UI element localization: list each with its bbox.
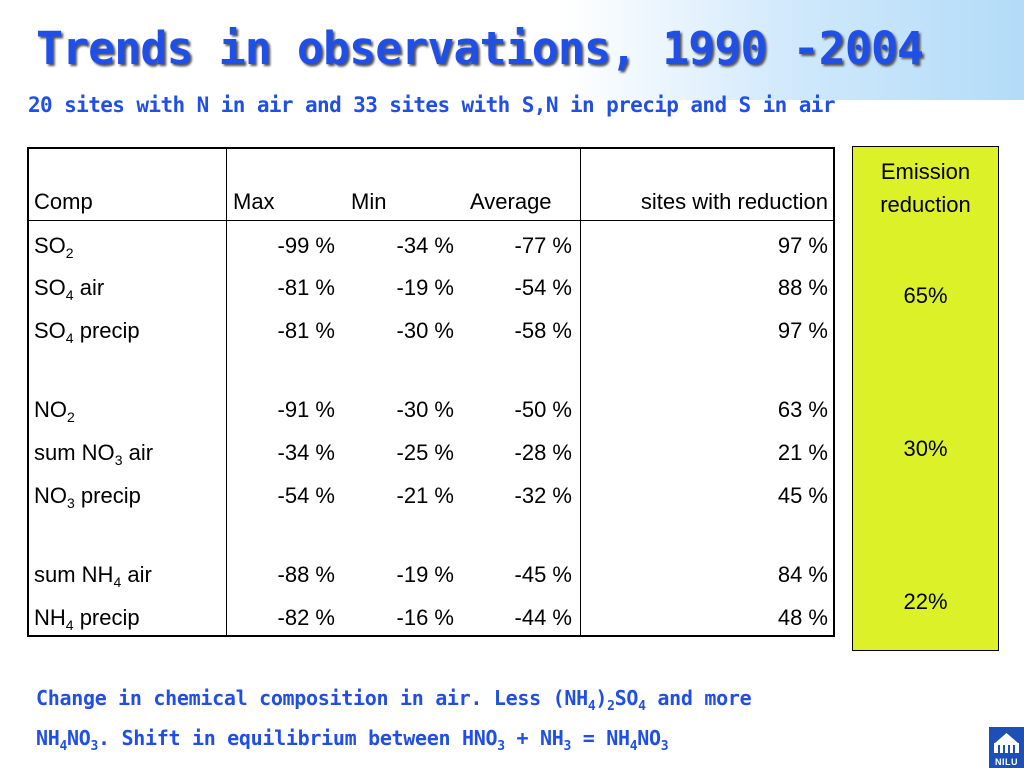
row-max: -91 %: [277, 397, 335, 422]
row-average: -32 %: [514, 483, 572, 508]
column-divider: [580, 149, 581, 635]
summary-note: Change in chemical composition in air. L…: [36, 680, 966, 760]
row-sites: 97 %: [777, 318, 828, 343]
row-max: -81 %: [277, 275, 335, 300]
header-min: Min: [351, 189, 387, 214]
row-sites: 84 %: [777, 562, 828, 587]
trends-table: Comp Max Min Average sites with reductio…: [27, 147, 835, 637]
row-comp: NO3 precip: [34, 483, 141, 511]
row-min: -16 %: [396, 605, 454, 630]
nilu-logo-icon: [994, 733, 1019, 753]
row-sites: 48 %: [777, 605, 828, 630]
row-comp: SO4 precip: [34, 318, 140, 346]
note-line-1: Change in chemical composition in air. L…: [36, 686, 752, 714]
row-sites: 63 %: [777, 397, 828, 422]
row-min: -21 %: [396, 483, 454, 508]
header-sites: sites with reduction: [640, 189, 828, 214]
row-average: -77 %: [514, 233, 572, 258]
row-max: -34 %: [277, 440, 335, 465]
row-min: -19 %: [396, 562, 454, 587]
header-comp: Comp: [34, 189, 93, 214]
header-max: Max: [233, 189, 275, 214]
row-average: -28 %: [514, 440, 572, 465]
nilu-logo: NILU: [989, 727, 1024, 768]
row-sites: 45 %: [777, 483, 828, 508]
emission-value-nitrogen-oxides: 30%: [903, 436, 948, 461]
row-comp: NH4 precip: [34, 605, 140, 633]
row-comp: SO2: [34, 233, 74, 261]
row-sites: 21 %: [777, 440, 828, 465]
row-average: -50 %: [514, 397, 572, 422]
column-divider: [226, 149, 227, 635]
row-max: -81 %: [277, 318, 335, 343]
row-comp: sum NO3 air: [34, 440, 154, 468]
row-sites: 97 %: [777, 233, 828, 258]
row-max: -99 %: [277, 233, 335, 258]
row-min: -25 %: [396, 440, 454, 465]
emission-reduction-box: Emission reduction 65% 30% 22%: [852, 146, 999, 651]
row-comp: NO2: [34, 397, 75, 425]
logo-text: NILU: [995, 757, 1018, 767]
slide-subtitle: 20 sites with N in air and 33 sites with…: [28, 93, 835, 117]
row-sites: 88 %: [777, 275, 828, 300]
row-min: -30 %: [396, 397, 454, 422]
row-average: -58 %: [514, 318, 572, 343]
row-average: -45 %: [514, 562, 572, 587]
row-average: -54 %: [514, 275, 572, 300]
title-band: [0, 0, 1024, 100]
row-max: -88 %: [277, 562, 335, 587]
header-divider: [29, 220, 833, 221]
row-average: -44 %: [514, 605, 572, 630]
row-comp: SO4 air: [34, 275, 105, 303]
emission-value-sulfur: 65%: [903, 283, 948, 308]
row-max: -54 %: [277, 483, 335, 508]
emission-header: Emission reduction: [880, 159, 971, 217]
row-comp: sum NH4 air: [34, 562, 152, 590]
emission-value-ammonia: 22%: [903, 589, 948, 614]
row-max: -82 %: [277, 605, 335, 630]
row-min: -34 %: [396, 233, 454, 258]
note-line-2: NH4NO3. Shift in equilibrium between HNO…: [36, 726, 669, 754]
slide-title: Trends in observations, 1990 -2004: [36, 22, 924, 75]
row-min: -19 %: [396, 275, 454, 300]
header-average: Average: [470, 189, 552, 214]
row-min: -30 %: [396, 318, 454, 343]
